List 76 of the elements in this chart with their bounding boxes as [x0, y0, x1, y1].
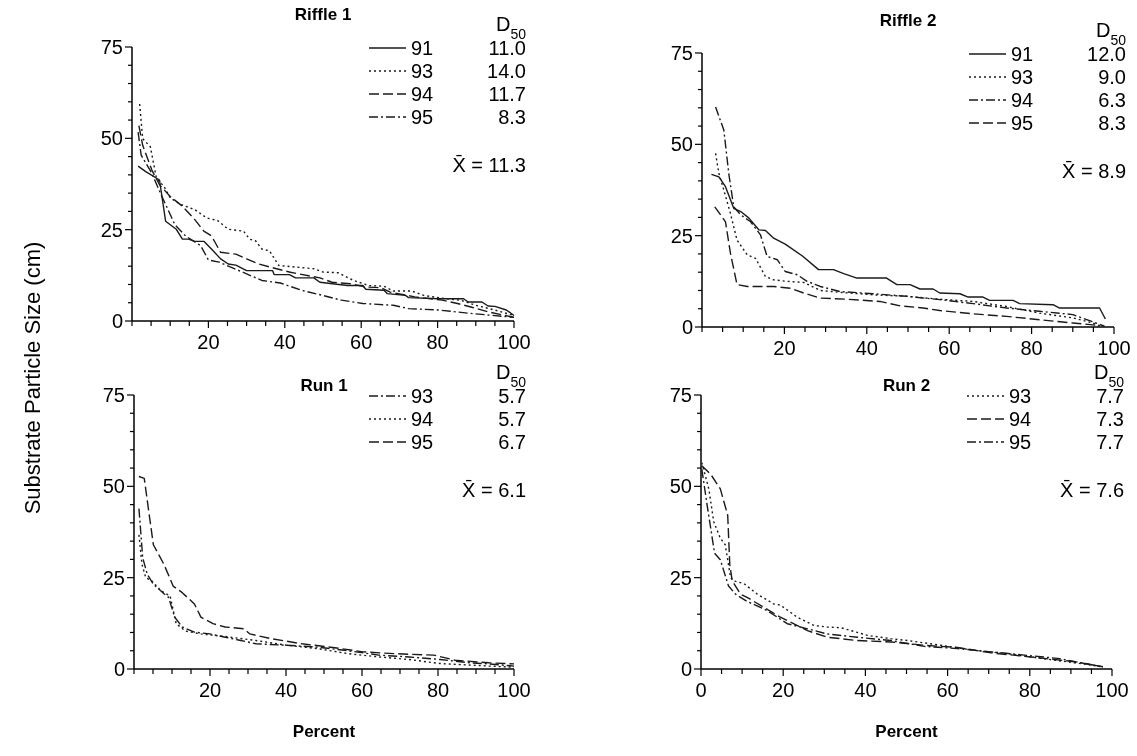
y-tick-label: 50 [102, 475, 125, 498]
x-tick-label: 60 [350, 679, 374, 701]
legend-label: 93 [1009, 385, 1032, 407]
y-tick-label: 75 [102, 384, 125, 406]
x-tick-label: 20 [773, 337, 796, 359]
legend-label: 94 [1011, 89, 1034, 111]
x-axis-title: Percent [292, 722, 356, 741]
annotation: 11.7 [488, 83, 526, 105]
annotation: 7.3 [1096, 408, 1124, 430]
legend-label: 93 [411, 385, 434, 407]
text: D$_{50}$ [1093, 361, 1125, 390]
x-tick-label: 100 [497, 679, 531, 701]
y-tick-label: 75 [100, 36, 123, 58]
y-axis-title: Substrate Particle Size (cm) [20, 241, 45, 515]
legend-label: 91 [411, 37, 434, 59]
chart-title: Riffle 2 [879, 11, 937, 30]
annotation: 8.3 [498, 106, 526, 128]
legend-label: 95 [1009, 431, 1032, 453]
x-tick-label: 20 [197, 331, 220, 353]
annotation: X̄ = 7.6 [1060, 478, 1124, 501]
y-tick-label: 50 [100, 127, 123, 150]
y-tick-label: 25 [669, 566, 692, 589]
x-tick-label: 60 [936, 679, 959, 701]
x-tick-label: 40 [855, 337, 878, 359]
x-tick-label: 20 [772, 679, 795, 701]
legend-label: 95 [411, 106, 434, 128]
annotation: X̄ = 8.9 [1062, 159, 1126, 182]
y-tick-label: 0 [111, 310, 123, 332]
x-tick-label: 80 [1018, 679, 1041, 701]
y-tick-label: 50 [670, 133, 693, 156]
text: D$_{50}$ [495, 361, 527, 390]
x-tick-label: 0 [695, 679, 707, 701]
y-tick-label: 25 [102, 566, 125, 589]
annotation: 5.7 [498, 408, 526, 430]
x-tick-label: 80 [426, 331, 449, 353]
y-tick-label: 75 [669, 384, 692, 406]
annotation: 14.0 [487, 60, 526, 82]
y-tick-label: 25 [670, 224, 693, 247]
chart-title: Riffle 1 [294, 5, 352, 24]
x-tick-label: 100 [497, 331, 531, 353]
x-tick-label: 100 [1095, 679, 1129, 701]
x-tick-label: 20 [198, 679, 222, 701]
x-axis-title: Percent [875, 722, 939, 741]
legend-label: 95 [1011, 112, 1034, 134]
annotation: 9.0 [1098, 66, 1126, 88]
y-tick-label: 50 [669, 475, 692, 498]
legend-label: 95 [411, 431, 434, 453]
legend-label: 94 [411, 408, 434, 430]
annotation: 7.7 [1096, 431, 1124, 453]
y-tick-label: 0 [681, 316, 693, 338]
x-tick-label: 100 [1097, 337, 1131, 359]
annotation: X̄ = 6.1 [462, 478, 526, 501]
annotation: 8.3 [1098, 112, 1126, 134]
text: D$_{50}$ [1095, 19, 1127, 48]
y-tick-label: 0 [113, 658, 125, 680]
chart-title: Run 1 [300, 376, 348, 395]
y-tick-label: 75 [670, 42, 693, 64]
x-tick-label: 80 [426, 679, 450, 701]
y-tick-label: 0 [680, 658, 692, 680]
legend-label: 91 [1011, 43, 1034, 65]
annotation: X̄ = 11.3 [452, 153, 526, 176]
x-tick-label: 80 [1020, 337, 1043, 359]
legend-label: 93 [1011, 66, 1034, 88]
annotation: 6.7 [498, 431, 526, 453]
legend-label: 94 [411, 83, 434, 105]
x-tick-label: 40 [854, 679, 877, 701]
x-tick-label: 60 [938, 337, 961, 359]
legend-label: 93 [411, 60, 434, 82]
text: D$_{50}$ [495, 13, 527, 42]
chart-title: Run 2 [882, 376, 931, 395]
x-tick-label: 60 [350, 331, 373, 353]
x-tick-label: 40 [274, 679, 298, 701]
legend-label: 94 [1009, 408, 1032, 430]
x-tick-label: 40 [273, 331, 296, 353]
annotation: 6.3 [1098, 89, 1126, 111]
y-tick-label: 25 [100, 218, 123, 241]
